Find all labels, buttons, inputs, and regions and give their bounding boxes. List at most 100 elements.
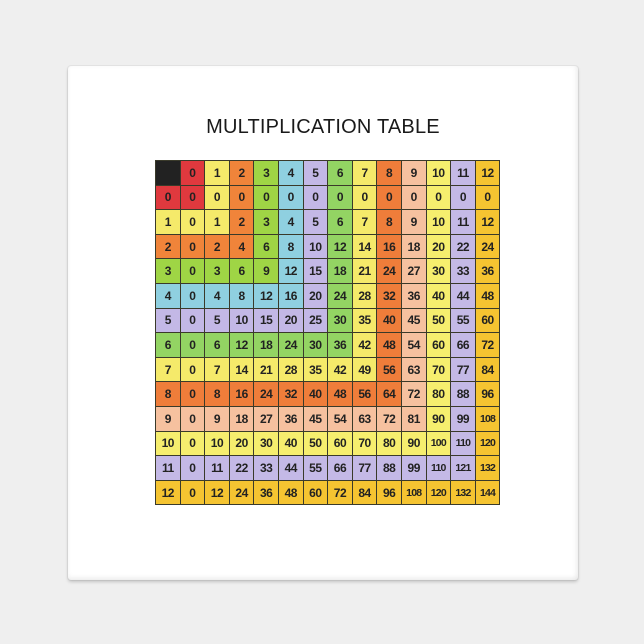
product-cell: 110 [426, 456, 451, 480]
product-cell: 84 [352, 480, 377, 505]
product-cell: 6 [328, 210, 352, 234]
product-cell: 48 [475, 283, 500, 308]
header-cell: 7 [352, 161, 377, 185]
header-cell: 3 [254, 161, 278, 185]
product-cell: 12 [328, 234, 352, 259]
product-cell: 0 [205, 185, 229, 210]
product-cell: 66 [451, 333, 475, 357]
product-cell: 24 [328, 283, 352, 308]
header-cell: 9 [401, 161, 426, 185]
product-cell: 12 [254, 283, 278, 308]
product-cell: 10 [229, 308, 254, 333]
product-cell: 108 [475, 406, 500, 431]
product-cell: 22 [229, 456, 254, 480]
product-cell: 30 [328, 308, 352, 333]
product-cell: 88 [451, 382, 475, 406]
row-label-cell: 11 [156, 456, 180, 480]
row-label-cell: 0 [156, 185, 180, 210]
product-cell: 63 [352, 406, 377, 431]
product-cell: 70 [426, 357, 451, 382]
product-cell: 0 [180, 357, 205, 382]
product-cell: 0 [180, 210, 205, 234]
product-cell: 110 [451, 431, 475, 456]
product-cell: 54 [401, 333, 426, 357]
product-cell: 12 [205, 480, 229, 505]
product-cell: 42 [328, 357, 352, 382]
product-cell: 40 [303, 382, 328, 406]
product-cell: 36 [328, 333, 352, 357]
product-cell: 0 [426, 185, 451, 210]
header-cell: 4 [278, 161, 303, 185]
product-cell: 33 [254, 456, 278, 480]
product-cell: 84 [475, 357, 500, 382]
product-cell: 48 [328, 382, 352, 406]
product-cell: 55 [303, 456, 328, 480]
product-cell: 0 [180, 234, 205, 259]
corner-cell [156, 161, 180, 185]
product-cell: 24 [475, 234, 500, 259]
product-cell: 56 [352, 382, 377, 406]
product-cell: 24 [254, 382, 278, 406]
product-cell: 1 [205, 210, 229, 234]
product-cell: 0 [180, 259, 205, 283]
product-cell: 45 [401, 308, 426, 333]
product-cell: 8 [205, 382, 229, 406]
row-label-cell: 5 [156, 308, 180, 333]
product-cell: 35 [303, 357, 328, 382]
product-cell: 121 [451, 456, 475, 480]
header-cell: 12 [475, 161, 500, 185]
product-cell: 10 [426, 210, 451, 234]
product-cell: 4 [205, 283, 229, 308]
header-cell: 6 [328, 161, 352, 185]
product-cell: 15 [254, 308, 278, 333]
table-title: MULTIPLICATION TABLE [206, 116, 440, 138]
product-cell: 44 [278, 456, 303, 480]
product-cell: 81 [401, 406, 426, 431]
product-cell: 9 [254, 259, 278, 283]
product-cell: 90 [401, 431, 426, 456]
product-cell: 108 [401, 480, 426, 505]
product-cell: 14 [229, 357, 254, 382]
product-cell: 45 [303, 406, 328, 431]
product-cell: 0 [180, 283, 205, 308]
product-cell: 16 [377, 234, 401, 259]
product-cell: 0 [475, 185, 500, 210]
magnet-card: MULTIPLICATION TABLE 0 1 2 3 4 5 6 7 8 9 10 11 12 0 0 0… [68, 66, 578, 580]
product-cell: 24 [229, 480, 254, 505]
product-cell: 11 [205, 456, 229, 480]
product-cell: 20 [303, 283, 328, 308]
product-cell: 6 [205, 333, 229, 357]
product-cell: 8 [278, 234, 303, 259]
product-cell: 120 [426, 480, 451, 505]
product-cell: 21 [254, 357, 278, 382]
product-cell: 44 [451, 283, 475, 308]
product-cell: 63 [401, 357, 426, 382]
row-label-cell: 9 [156, 406, 180, 431]
product-cell: 0 [229, 185, 254, 210]
product-cell: 99 [401, 456, 426, 480]
row-label-cell: 7 [156, 357, 180, 382]
product-cell: 60 [426, 333, 451, 357]
product-cell: 54 [328, 406, 352, 431]
product-cell: 72 [401, 382, 426, 406]
product-cell: 0 [180, 456, 205, 480]
product-cell: 6 [254, 234, 278, 259]
header-cell: 5 [303, 161, 328, 185]
product-cell: 24 [377, 259, 401, 283]
row-label-cell: 10 [156, 431, 180, 456]
product-cell: 0 [180, 406, 205, 431]
product-cell: 96 [475, 382, 500, 406]
product-cell: 50 [426, 308, 451, 333]
header-cell: 1 [205, 161, 229, 185]
product-cell: 4 [229, 234, 254, 259]
product-cell: 10 [205, 431, 229, 456]
product-cell: 88 [377, 456, 401, 480]
product-cell: 48 [377, 333, 401, 357]
product-cell: 0 [303, 185, 328, 210]
product-cell: 32 [278, 382, 303, 406]
product-cell: 3 [254, 210, 278, 234]
product-cell: 60 [328, 431, 352, 456]
product-cell: 100 [426, 431, 451, 456]
product-cell: 40 [426, 283, 451, 308]
product-cell: 22 [451, 234, 475, 259]
